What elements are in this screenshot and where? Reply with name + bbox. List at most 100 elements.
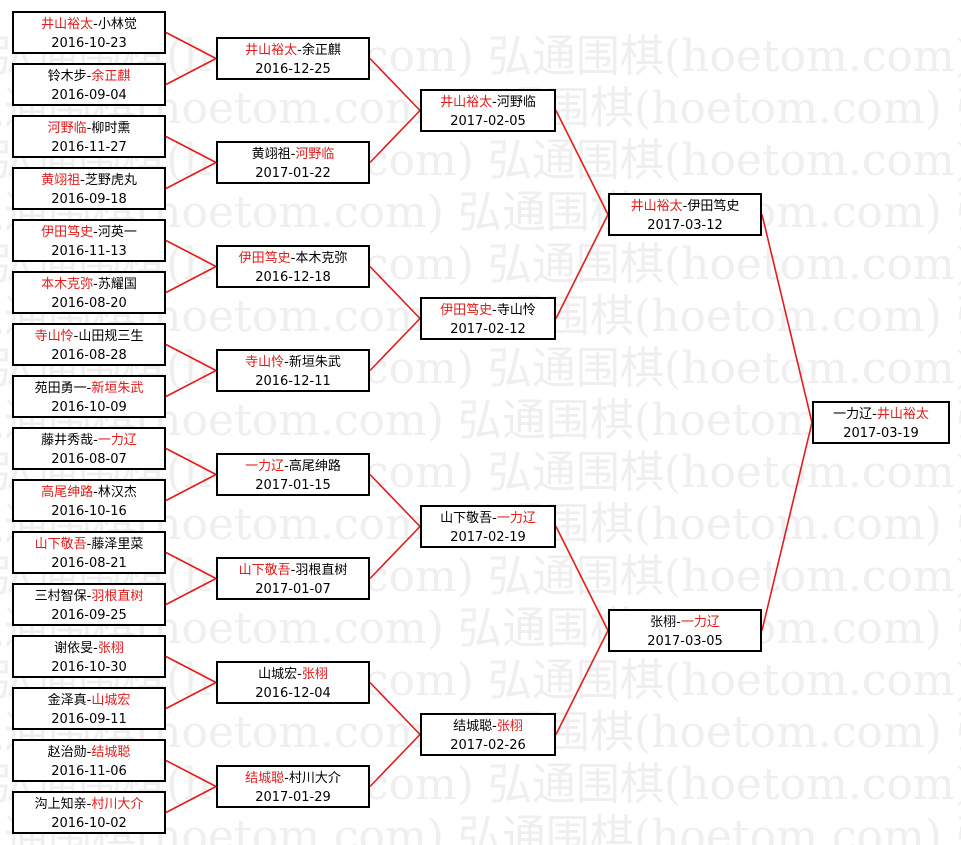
- winner-name: 山下敬吾: [238, 562, 291, 578]
- match-date: 2017-01-29: [255, 789, 331, 805]
- match-date: 2016-11-27: [51, 139, 127, 155]
- match-box: 井山裕太-伊田笃史 2017-03-12: [608, 192, 762, 236]
- match-box: 井山裕太-小林觉 2016-10-23: [12, 10, 166, 54]
- player-name: 余正麒: [301, 42, 341, 58]
- connector-line: [555, 110, 609, 215]
- player-name: 羽根直树: [295, 562, 348, 578]
- match-date: 2016-10-02: [51, 815, 127, 831]
- match-date: 2016-12-04: [255, 685, 331, 701]
- winner-name: 寺山怜: [245, 354, 285, 370]
- connector-line: [165, 57, 217, 86]
- player-name: 芝野虎丸: [84, 172, 137, 188]
- connector-line: [369, 473, 421, 528]
- match-date: 2016-09-04: [51, 87, 127, 103]
- player-name: 赵治勋: [47, 744, 87, 760]
- player-name: 谢依旻: [54, 640, 94, 656]
- match-box: 结城聪-张栩 2017-02-26: [420, 712, 556, 756]
- match-date: 2016-08-21: [51, 555, 127, 571]
- connector-line: [555, 214, 609, 319]
- match-players: 一力辽-高尾绅路: [245, 458, 341, 474]
- match-box: 铃木步-余正麒 2016-09-04: [12, 62, 166, 106]
- match-players: 苑田勇一-新垣朱武: [34, 380, 144, 396]
- winner-name: 伊田笃史: [238, 250, 291, 266]
- match-box: 沟上知亲-村川大介 2016-10-02: [12, 790, 166, 834]
- winner-name: 高尾绅路: [41, 484, 94, 500]
- match-box: 本木克弥-苏耀国 2016-08-20: [12, 270, 166, 314]
- match-box: 井山裕太-河野临 2017-02-05: [420, 88, 556, 132]
- match-players: 河野临-柳时熏: [47, 120, 131, 136]
- match-players: 本木克弥-苏耀国: [41, 276, 137, 292]
- connector-line: [369, 733, 421, 788]
- match-players: 伊田笃史-本木克弥: [238, 250, 348, 266]
- match-date: 2016-12-11: [255, 373, 331, 389]
- match-players: 寺山怜-新垣朱武: [245, 354, 341, 370]
- match-players: 黄翊祖-河野临: [251, 146, 335, 162]
- player-name: 结城聪: [453, 718, 493, 734]
- winner-name: 山城宏: [91, 692, 131, 708]
- match-date: 2017-01-22: [255, 165, 331, 181]
- winner-name: 伊田笃史: [41, 224, 94, 240]
- match-players: 赵治勋-结城聪: [47, 744, 131, 760]
- winner-name: 一力辽: [245, 458, 285, 474]
- winner-name: 张栩: [496, 718, 523, 734]
- player-name: 林汉杰: [97, 484, 137, 500]
- match-date: 2017-03-05: [647, 633, 723, 649]
- connector-line: [165, 681, 217, 710]
- match-players: 沟上知亲-村川大介: [34, 796, 144, 812]
- match-date: 2016-12-18: [255, 269, 331, 285]
- winner-name: 村川大介: [91, 796, 144, 812]
- connector-line: [165, 369, 217, 398]
- match-box: 黄翊祖-河野临 2017-01-22: [216, 140, 370, 184]
- match-date: 2017-03-19: [843, 425, 919, 441]
- connector-line: [165, 447, 217, 476]
- connector-line: [165, 239, 217, 268]
- connector-line: [165, 759, 217, 788]
- connector-line: [165, 785, 217, 814]
- player-name: 山下敬吾: [440, 510, 493, 526]
- player-name: 山田规三生: [78, 328, 144, 344]
- match-date: 2017-03-12: [647, 217, 723, 233]
- winner-name: 河野临: [47, 120, 87, 136]
- winner-name: 井山裕太: [41, 16, 94, 32]
- match-date: 2017-02-19: [450, 529, 526, 545]
- match-players: 藤井秀哉-一力辽: [41, 432, 137, 448]
- connector-line: [369, 265, 421, 320]
- match-date: 2016-08-20: [51, 295, 127, 311]
- match-players: 山城宏-张栩: [258, 666, 328, 682]
- winner-name: 伊田笃史: [440, 302, 493, 318]
- winner-name: 井山裕太: [630, 198, 683, 214]
- match-date: 2016-09-18: [51, 191, 127, 207]
- match-players: 高尾绅路-林汉杰: [41, 484, 137, 500]
- match-date: 2016-10-23: [51, 35, 127, 51]
- match-date: 2017-02-26: [450, 737, 526, 753]
- match-date: 2016-11-13: [51, 243, 127, 259]
- connector-line: [165, 577, 217, 606]
- match-box: 谢依旻-张栩 2016-10-30: [12, 634, 166, 678]
- player-name: 河野临: [496, 94, 536, 110]
- match-players: 黄翊祖-芝野虎丸: [41, 172, 137, 188]
- player-name: 藤井秀哉: [41, 432, 94, 448]
- match-box: 井山裕太-余正麒 2016-12-25: [216, 36, 370, 80]
- connector-line: [369, 317, 421, 372]
- match-date: 2017-01-07: [255, 581, 331, 597]
- winner-name: 井山裕太: [876, 406, 929, 422]
- winner-name: 张栩: [301, 666, 328, 682]
- match-box: 伊田笃史-河英一 2016-11-13: [12, 218, 166, 262]
- match-date: 2017-02-12: [450, 321, 526, 337]
- connector-line: [165, 265, 217, 294]
- winner-name: 张栩: [97, 640, 124, 656]
- match-players: 寺山怜-山田规三生: [34, 328, 144, 344]
- player-name: 柳时熏: [91, 120, 131, 136]
- player-name: 村川大介: [288, 770, 341, 786]
- match-players: 结城聪-村川大介: [245, 770, 341, 786]
- winner-name: 结城聪: [91, 744, 131, 760]
- connector-line: [369, 681, 421, 736]
- match-players: 结城聪-张栩: [453, 718, 523, 734]
- connector-line: [761, 422, 813, 631]
- connector-line: [165, 135, 217, 164]
- winner-name: 一力辽: [97, 432, 137, 448]
- connector-line: [369, 525, 421, 580]
- connector-line: [369, 57, 421, 112]
- player-name: 伊田笃史: [687, 198, 740, 214]
